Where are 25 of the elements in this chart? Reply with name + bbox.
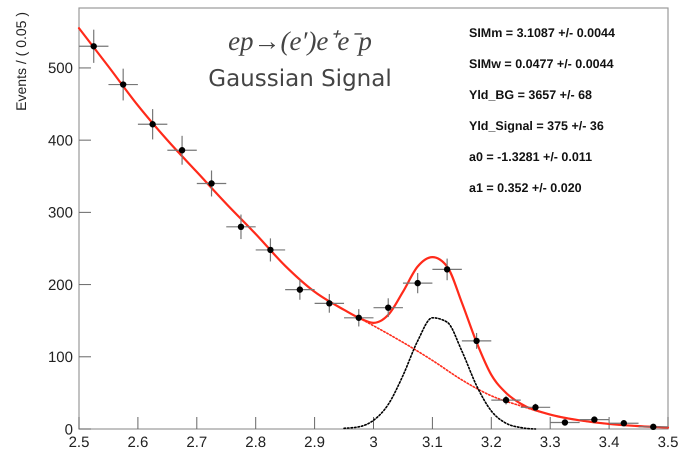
annotation: SIMm = 3.1087 +/- 0.0044: [469, 26, 615, 40]
y-axis-title: Events / ( 0.05 ): [13, 12, 29, 111]
annotation: Yld_BG = 3657 +/- 68: [469, 88, 592, 102]
y-tick-label: 300: [48, 204, 73, 222]
x-tick-label: 3.1: [422, 434, 443, 451]
annotation: Yld_Signal = 375 +/- 36: [469, 119, 604, 133]
x-tick-label: 3.3: [540, 434, 561, 451]
y-tick-label: 200: [48, 276, 73, 294]
x-tick-label: 3.5: [658, 434, 678, 451]
annotation: ep→(e′)e⁺e⁻p: [228, 26, 372, 56]
y-tick-label: 400: [48, 132, 73, 150]
annotation: a1 = 0.352 +/- 0.020: [469, 181, 582, 195]
x-tick-label: 2.7: [186, 434, 208, 451]
annotation: SIMw = 0.0477 +/- 0.0044: [469, 57, 614, 71]
x-tick-label: 2.9: [304, 434, 326, 451]
y-tick-label: 500: [48, 60, 73, 78]
x-tick-label: 2.5: [68, 434, 90, 451]
x-tick-label: 2.6: [127, 434, 148, 451]
annotation: Gaussian Signal: [208, 66, 392, 92]
annotation: a0 = -1.3281 +/- 0.011: [469, 150, 592, 164]
x-tick-label: 3.2: [480, 434, 502, 451]
x-tick-label: 2.8: [245, 434, 266, 451]
x-tick-label: 3.4: [598, 434, 620, 451]
y-tick-label: 100: [48, 349, 73, 366]
x-tick-label: 3: [369, 434, 378, 451]
